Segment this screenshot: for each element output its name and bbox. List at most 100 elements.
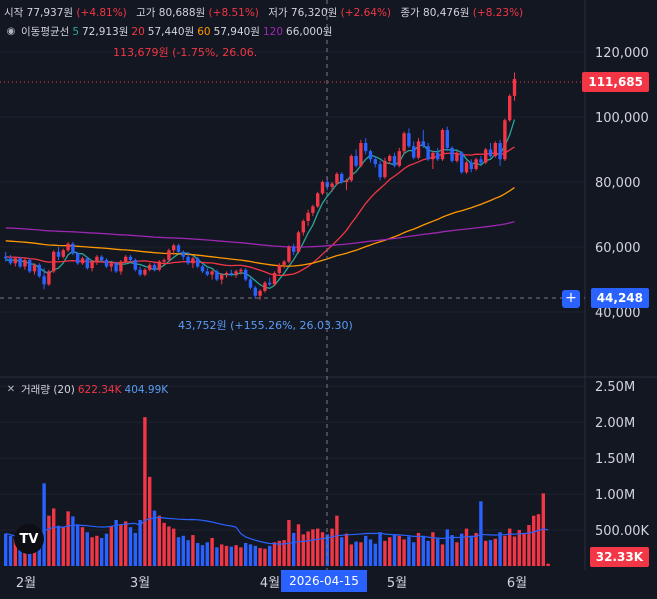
volume-bar [205,542,209,566]
volume-bar [282,540,286,566]
low-change: (+2.64%) [340,7,392,19]
candle-body [28,260,32,272]
volume-axis[interactable]: 2.50M 2.00M 1.50M 1.00M 500.00K [595,380,649,539]
candle-body [445,130,449,148]
candle-body [488,149,493,156]
candle-body [484,149,488,163]
candle-body [426,146,430,160]
price-tick-label: 100,000 [595,111,649,126]
volume-bar [421,535,425,566]
candle-body [508,95,512,121]
volume-tick-label: 1.50M [595,452,635,467]
candle-body [436,152,440,160]
candle-body [109,263,113,267]
time-axis[interactable]: 2월 3월 4월 5월 6월 [16,576,527,591]
candle-body [335,173,339,184]
volume-bar [354,541,358,566]
candle-body [148,264,152,270]
candle-body [205,271,209,275]
volume-bar [296,524,301,566]
candle-body [114,263,118,272]
candle-body [143,269,147,275]
volume-bar [76,524,80,566]
volume-bar [488,540,493,566]
candle-body [378,164,382,178]
candle-body [90,261,94,269]
volume-bar [402,539,406,566]
candle-body [61,250,65,257]
volume-bar [56,525,61,566]
volume-bar [244,542,248,566]
candle-body [412,146,416,158]
candle-body [421,141,425,147]
volume-bar [133,532,137,566]
volume-bar [42,483,46,566]
volume-bar [239,547,243,566]
ma-value: 72,913원 [82,26,129,38]
volume-bar [450,535,454,566]
price-axis[interactable]: 120,000 100,000 80,000 60,000 40,000 [595,46,649,321]
high-value: 80,688원 [158,7,206,19]
high-label: 고가 [136,7,156,19]
add-alert-button[interactable]: + [562,290,580,308]
candle-body [388,156,392,161]
volume-bar [52,508,56,566]
candle-body [383,160,387,178]
volume-bar [13,538,17,566]
candle-body [301,221,305,233]
close-change: (+8.23%) [472,7,524,19]
volume-bar [412,542,416,566]
price-tick-label: 60,000 [595,241,641,256]
candle-body [128,256,133,260]
crosshair-price-tag: 44,248 [590,288,649,308]
candle-body [359,143,363,166]
candle-body [258,290,262,296]
candle-body [431,152,435,160]
candle-body [176,245,181,252]
ma-line-60 [5,187,515,267]
volume-bar [340,537,344,566]
open-change: (+4.81%) [76,7,127,19]
volume-bar [479,501,483,566]
tradingview-logo[interactable]: TV [14,524,44,554]
close-icon[interactable]: ✕ [6,384,16,395]
volume-bar [512,536,517,566]
volume-bar [383,540,387,566]
candle-body [248,279,253,288]
volume-bar [440,544,445,566]
volume-bar [474,532,478,566]
volume-bar [368,539,373,566]
candle-body [512,79,517,96]
candle-body [157,261,161,270]
volume-bar [464,528,469,566]
volume-bar [224,545,229,566]
candle-body [349,156,353,181]
volume-bar [508,528,512,566]
volume-bar [95,535,99,566]
candle-body [229,273,233,275]
volume-bar [532,515,536,566]
volume-bar [162,522,166,566]
volume-value-1: 622.34K [77,383,122,396]
low-value: 76,320원 [290,7,338,19]
candle-body [277,264,281,273]
candle-body [4,256,8,259]
volume-bar [234,545,238,566]
candlesticks [4,72,517,300]
volume-bar [359,542,363,566]
volume-bar [330,528,334,566]
ma-value: 66,000원 [286,26,333,38]
candle-body [244,269,248,280]
close-label: 종가 [400,7,420,19]
crosshair-date-label: 2026-04-15 [281,570,367,592]
candle-body [469,162,473,169]
volume-bar [152,510,157,566]
candle-body [162,260,166,262]
last-volume-tag: 32.33K [589,547,649,567]
candle-body [23,260,27,267]
eye-icon[interactable]: ◉ [6,26,16,37]
volume-bar [215,547,219,566]
volume-bar [320,532,325,566]
candle-body [124,256,128,262]
